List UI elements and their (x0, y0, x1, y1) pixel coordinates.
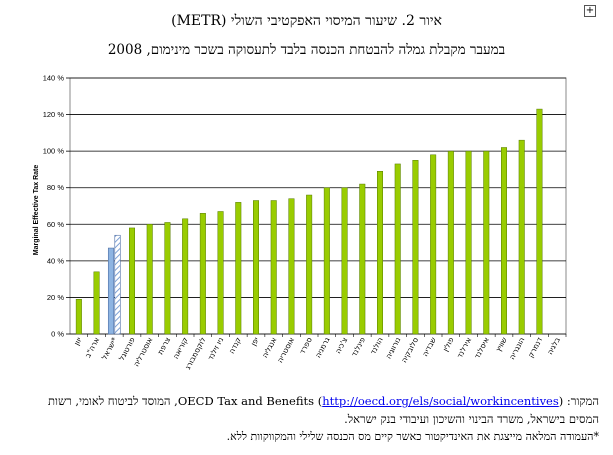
source-prefix: המקור: (563, 394, 599, 408)
x-tick-label: שבדיה (420, 336, 437, 358)
bar (377, 171, 383, 335)
x-tick-label: קנדה (227, 336, 243, 356)
x-tick-label: ניו זילנד (206, 336, 226, 362)
bar (146, 224, 153, 335)
bar-chart: 0 % 20 % 40 % 60 % 80 % 100 % 120 % 140 % יוון אר… (33, 74, 567, 371)
bar (447, 150, 454, 335)
source-suffix: ), המוסד לביטוח לאומי, רשות המסים בישראל… (48, 394, 599, 426)
y-tick-label: 60 % (47, 220, 64, 229)
x-tick-label: פינלנד (349, 335, 367, 358)
y-tick-label: 20 % (47, 293, 64, 302)
source-open: ( (314, 394, 323, 408)
expand-icon[interactable]: + (584, 5, 596, 17)
bar-israel-solid (107, 247, 115, 335)
bar (306, 194, 313, 335)
y-axis-label: Marginal Effective Tax Rate (33, 165, 40, 256)
bar (323, 187, 330, 335)
footnote: *העמודה המלאה מייצגת את האינדיקטור כאשר … (226, 430, 599, 443)
y-tick-label: 100 % (43, 147, 65, 156)
bar (217, 211, 224, 335)
bar (182, 218, 189, 335)
x-tick-label: אירלנד (455, 336, 473, 360)
y-tick-label: 140 % (43, 74, 65, 83)
bar (129, 227, 135, 335)
x-tick-label: צ'כיה (333, 336, 349, 355)
x-tick-label: גרמניה (313, 336, 331, 360)
x-tick-label: נורווגיה (384, 336, 403, 361)
bar (412, 160, 419, 335)
bar (93, 271, 100, 335)
x-tick-label: צרפת (156, 336, 173, 356)
x-tick-label: קוריאה (171, 336, 190, 361)
x-tick-label: ארה"ב (83, 336, 101, 360)
bar (270, 200, 277, 335)
x-tick-label: הונגריה (507, 336, 526, 361)
bar (394, 163, 401, 335)
plot-area (69, 77, 567, 335)
source-name: OECD Tax and Benefits (177, 394, 315, 408)
y-tick-label: 40 % (47, 256, 64, 265)
bar (518, 139, 525, 335)
bar (199, 213, 206, 335)
bar-israel-hatched (114, 234, 121, 335)
bar (253, 200, 259, 335)
bar (235, 202, 242, 335)
bar (359, 183, 366, 335)
bar (483, 150, 490, 335)
x-tick-label: ספרד (298, 336, 314, 356)
x-tick-label: הולנד (368, 336, 385, 356)
bar (501, 147, 507, 335)
chart-subtitle: במעבר מקבלת גמלה להבטחת הכנסה בלבד לתעסו… (107, 42, 506, 58)
x-tick-label: סלובקיה (399, 336, 420, 365)
x-tick-label: יפן (249, 335, 261, 347)
x-tick-label: דנמרק (526, 336, 544, 359)
chart-footer: המקור: OECD Tax and Benefits (http://oec… (22, 392, 599, 446)
bar (465, 150, 472, 335)
bar (164, 222, 171, 335)
x-tick-label: יוון (72, 335, 84, 346)
bar (536, 108, 543, 335)
bar (75, 299, 82, 335)
chart-title: איור 2. שיעור המיסוי האפקטיבי השולי (MET… (171, 13, 442, 29)
y-tick-label: 80 % (47, 183, 64, 192)
x-tick-label: איסלנד (472, 336, 491, 360)
x-tick-label: פולין (441, 335, 456, 352)
x-tick-label: בלגיה (545, 335, 562, 356)
bar (288, 198, 295, 335)
x-tick-label: אנגליה (260, 336, 278, 360)
y-tick-label: 120 % (43, 110, 65, 119)
y-tick-label: 0 % (51, 330, 64, 339)
x-tick-label: שוויץ (494, 336, 509, 354)
source-link[interactable]: http://oecd.org/els/social/workincentive… (322, 394, 559, 408)
bar (341, 187, 348, 335)
bar (430, 154, 437, 335)
